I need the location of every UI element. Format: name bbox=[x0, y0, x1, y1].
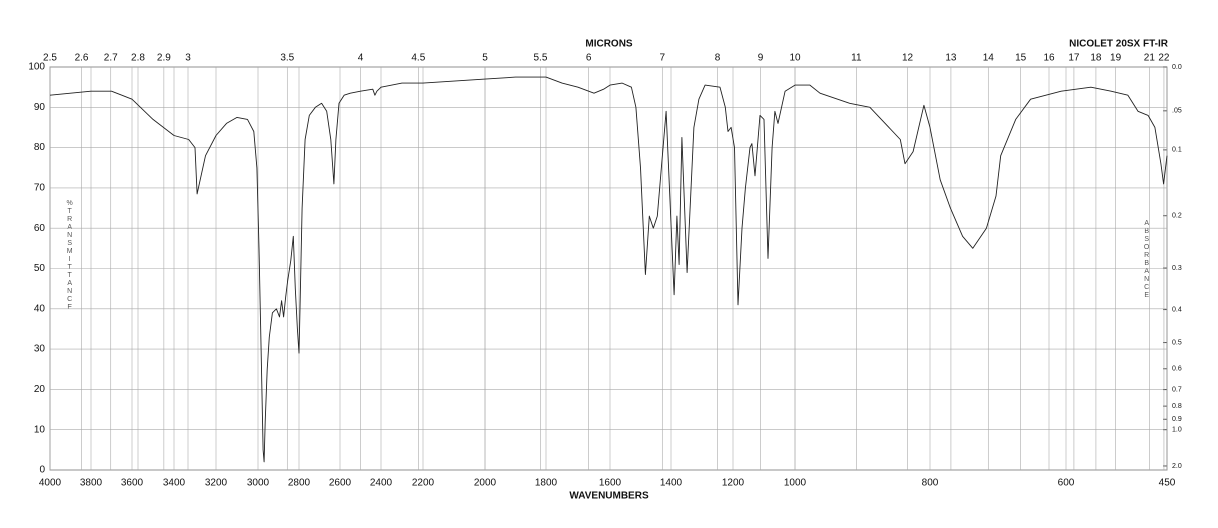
x2-tick-label: 5 bbox=[482, 53, 488, 64]
x-tick-label: 3600 bbox=[121, 478, 144, 489]
y-tick-label: 10 bbox=[34, 424, 46, 435]
y-tick-label: 0 bbox=[39, 465, 45, 476]
y2-tick-label: 0.3 bbox=[1172, 265, 1182, 272]
x2-tick-label: 2.5 bbox=[43, 53, 57, 64]
x2-tick-label: 13 bbox=[945, 53, 957, 64]
x2-tick-label: 2.7 bbox=[104, 53, 118, 64]
x2-tick-label: 21 bbox=[1144, 53, 1156, 64]
x2-tick-label: 3.5 bbox=[280, 53, 294, 64]
x-tick-label: 4000 bbox=[39, 478, 62, 489]
y-tick-label: 30 bbox=[34, 344, 46, 355]
x-tick-label: 1400 bbox=[660, 478, 683, 489]
x2-tick-label: 19 bbox=[1110, 53, 1122, 64]
x-axis-label: WAVENUMBERS bbox=[569, 491, 649, 502]
x2-tick-label: 2.9 bbox=[157, 53, 171, 64]
y-tick-label: 80 bbox=[34, 142, 46, 153]
x2-tick-label: 17 bbox=[1068, 53, 1080, 64]
x2-tick-label: 18 bbox=[1090, 53, 1102, 64]
x-tick-label: 2000 bbox=[474, 478, 497, 489]
y2-axis-label: ABSORBANCE bbox=[1143, 220, 1150, 300]
y2-tick-label: 0.1 bbox=[1172, 147, 1182, 154]
y-tick-label: 70 bbox=[34, 183, 46, 194]
x-tick-label: 2600 bbox=[329, 478, 352, 489]
x2-tick-label: 22 bbox=[1158, 53, 1170, 64]
y-tick-label: 90 bbox=[34, 102, 46, 113]
x2-tick-label: 11 bbox=[851, 53, 862, 64]
x-tick-label: 800 bbox=[922, 478, 939, 489]
x2-tick-label: 2.6 bbox=[75, 53, 89, 64]
y2-tick-label: 0.7 bbox=[1172, 386, 1182, 393]
y2-tick-label: 0.8 bbox=[1172, 403, 1182, 410]
y2-tick-label: 1.0 bbox=[1172, 427, 1182, 434]
x-tick-label: 2800 bbox=[288, 478, 311, 489]
x2-tick-label: 5.5 bbox=[534, 53, 548, 64]
x2-tick-label: 15 bbox=[1015, 53, 1027, 64]
y-tick-label: 60 bbox=[34, 223, 46, 234]
y2-tick-label: 0.6 bbox=[1172, 366, 1182, 373]
x2-tick-label: 12 bbox=[902, 53, 914, 64]
x-tick-label: 3400 bbox=[163, 478, 186, 489]
x2-tick-label: 3 bbox=[185, 53, 191, 64]
y2-tick-label: 0.4 bbox=[1172, 306, 1182, 313]
x2-tick-label: 14 bbox=[983, 53, 995, 64]
y2-tick-label: 0.9 bbox=[1172, 416, 1182, 423]
y-tick-label: 100 bbox=[28, 62, 45, 73]
y-axis-label: %TRANSMITTANCE bbox=[66, 200, 73, 312]
x2-tick-label: 10 bbox=[789, 53, 801, 64]
x2-tick-label: 6 bbox=[586, 53, 592, 64]
y2-tick-label: 0.0 bbox=[1172, 64, 1182, 71]
x-tick-label: 450 bbox=[1159, 478, 1176, 489]
x2-tick-label: 4.5 bbox=[411, 53, 425, 64]
x-tick-label: 1800 bbox=[535, 478, 558, 489]
x2-tick-label: 9 bbox=[758, 53, 764, 64]
x-tick-label: 2200 bbox=[412, 478, 435, 489]
y2-tick-label: 0.2 bbox=[1172, 213, 1182, 220]
y-tick-label: 40 bbox=[34, 303, 46, 314]
x2-tick-label: 2.8 bbox=[131, 53, 145, 64]
x-tick-label: 1200 bbox=[722, 478, 745, 489]
x2-tick-label: 16 bbox=[1043, 53, 1055, 64]
x-tick-label: 1000 bbox=[784, 478, 807, 489]
y2-tick-label: .05 bbox=[1172, 108, 1182, 115]
x2-tick-label: 8 bbox=[715, 53, 721, 64]
y2-tick-label: 0.5 bbox=[1172, 339, 1182, 346]
x-tick-label: 600 bbox=[1058, 478, 1075, 489]
y-tick-label: 20 bbox=[34, 384, 46, 395]
y-tick-label: 50 bbox=[34, 263, 46, 274]
x2-axis-label: MICRONS bbox=[585, 39, 633, 50]
x-tick-label: 3000 bbox=[247, 478, 270, 489]
x2-tick-label: 4 bbox=[358, 53, 364, 64]
x-tick-label: 3200 bbox=[205, 478, 228, 489]
x-tick-label: 2400 bbox=[370, 478, 393, 489]
spectrum-line bbox=[49, 76, 1168, 463]
x2-tick-label: 7 bbox=[660, 53, 666, 64]
y2-tick-label: 2.0 bbox=[1172, 463, 1182, 470]
x-tick-label: 3800 bbox=[80, 478, 103, 489]
x-tick-label: 1600 bbox=[599, 478, 622, 489]
chart-title: NICOLET 20SX FT-IR bbox=[1069, 39, 1169, 50]
